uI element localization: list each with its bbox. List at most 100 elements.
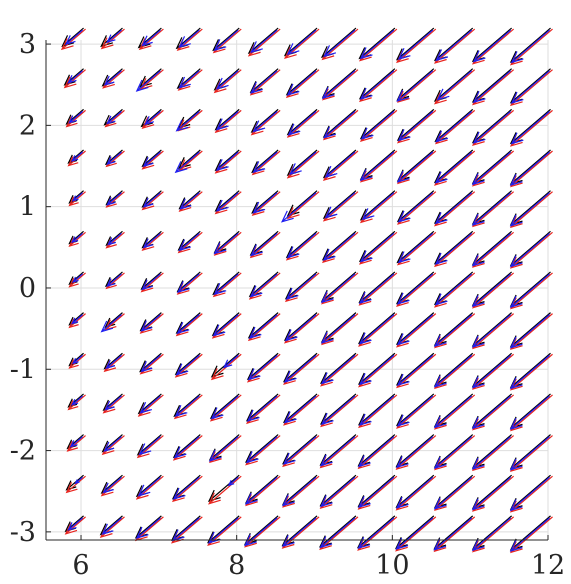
vector-arrow <box>282 352 318 383</box>
vector-arrow <box>178 190 201 210</box>
vector-arrow <box>509 191 553 229</box>
vector-arrow <box>71 395 83 406</box>
vector-arrow <box>319 352 357 385</box>
vector-arrow <box>396 314 434 346</box>
vector-arrow <box>434 394 476 430</box>
vector-arrow <box>283 27 318 57</box>
vector-arrow <box>322 108 357 138</box>
vector-arrow <box>243 517 278 547</box>
vector-arrow <box>433 517 473 551</box>
vector-arrow <box>212 27 240 52</box>
vector-arrow <box>321 68 357 98</box>
vector-arrow <box>395 476 434 509</box>
vector-arrow <box>172 434 201 459</box>
vector-arrow <box>471 27 513 63</box>
vector-arrow <box>244 516 281 548</box>
vector-arrow <box>179 192 200 210</box>
vector-arrow <box>103 436 122 453</box>
y-tick-label: -3 <box>10 517 36 548</box>
vector-arrow <box>61 27 84 48</box>
vector-arrow <box>284 314 317 342</box>
vector-arrow <box>249 273 278 298</box>
vector-arrow <box>396 109 437 144</box>
vector-arrow <box>358 271 396 304</box>
vector-arrow <box>509 150 553 188</box>
vector-arrow <box>397 232 434 264</box>
vector-arrow <box>471 149 513 185</box>
vector-arrow <box>396 231 437 266</box>
vector-arrow <box>208 475 242 505</box>
vector-arrow <box>72 273 83 283</box>
vector-arrow <box>209 435 242 464</box>
vector-arrow <box>433 230 474 265</box>
vector-arrow <box>207 517 239 544</box>
vector-arrow <box>357 393 396 426</box>
vector-arrow <box>71 232 83 244</box>
vector-arrow <box>471 435 515 472</box>
vector-arrow <box>106 273 122 288</box>
vector-arrow <box>471 395 512 430</box>
vector-arrow <box>321 69 359 101</box>
vector-arrow <box>434 272 476 308</box>
vector-arrow <box>357 435 398 470</box>
vector-arrow <box>434 313 476 349</box>
vector-arrow <box>509 68 551 104</box>
vector-arrow <box>106 29 122 44</box>
vector-arrow <box>141 109 164 130</box>
vector-arrow <box>209 393 240 420</box>
vector-arrow <box>222 354 239 369</box>
vector-arrow <box>396 354 434 387</box>
vector-arrow <box>283 312 318 341</box>
vector-arrow <box>434 28 476 64</box>
vector-arrow <box>395 312 435 346</box>
vector-arrow <box>319 516 359 551</box>
vector-arrow <box>435 29 473 62</box>
vector-arrow <box>359 151 395 182</box>
vector-arrow <box>141 273 161 291</box>
vector-arrow <box>63 69 86 89</box>
vector-arrow <box>471 190 513 225</box>
vector-arrow <box>175 312 201 334</box>
vector-arrow <box>396 395 434 427</box>
vector-arrow <box>510 70 550 104</box>
vector-arrow <box>471 273 512 308</box>
vector-arrow <box>244 434 279 463</box>
vector-arrow <box>433 149 474 184</box>
vector-arrow <box>320 395 356 426</box>
vector-arrow <box>359 232 395 263</box>
vector-arrow <box>323 110 356 139</box>
vector-arrow <box>357 475 398 510</box>
vector-arrow <box>359 69 398 103</box>
vector-arrow <box>105 354 122 370</box>
vector-arrow <box>395 517 434 550</box>
vector-arrow <box>283 354 317 383</box>
y-tick-label: 0 <box>19 273 36 304</box>
vector-arrow <box>212 271 240 296</box>
vector-arrow <box>287 110 317 136</box>
vector-arrow <box>286 29 317 56</box>
vector-arrow <box>395 436 434 469</box>
vector-arrow <box>319 434 357 466</box>
vector-arrow <box>509 352 551 389</box>
vector-arrow <box>358 68 396 100</box>
vector-arrow <box>247 27 279 55</box>
vector-arrow <box>359 190 396 221</box>
vector-arrow <box>100 314 122 333</box>
vector-arrow <box>100 28 125 50</box>
vector-arrow <box>208 436 239 462</box>
vector-arrow <box>60 28 86 51</box>
vector-arrow <box>211 312 240 337</box>
vector-arrow <box>281 515 318 547</box>
vector-arrow <box>215 192 239 212</box>
vector-arrow <box>434 232 473 265</box>
vector-arrow <box>281 516 320 549</box>
vector-arrow <box>509 354 550 390</box>
vector-arrow <box>358 353 398 388</box>
vector-arrow <box>249 68 279 94</box>
vector-arrow <box>471 476 512 511</box>
vector-arrow <box>396 149 435 182</box>
vector-arrow <box>396 313 437 348</box>
vector-arrow <box>471 314 512 348</box>
vector-arrow <box>101 517 122 535</box>
vector-arrow <box>471 191 515 228</box>
